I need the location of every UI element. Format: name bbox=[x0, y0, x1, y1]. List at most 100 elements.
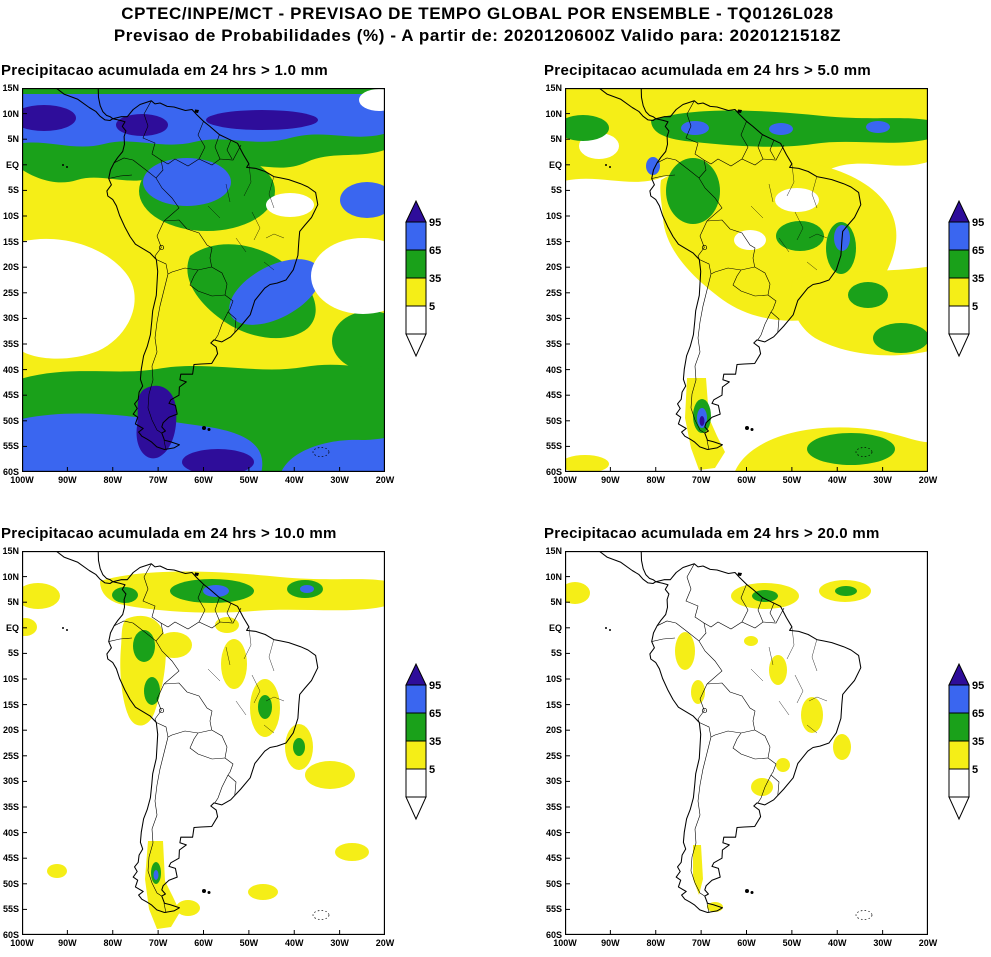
panel-title: Precipitacao acumulada em 24 hrs > 5.0 m… bbox=[544, 62, 872, 79]
panel-title: Precipitacao acumulada em 24 hrs > 10.0 … bbox=[1, 525, 337, 542]
lon-tick-label: 80W bbox=[646, 938, 666, 948]
lat-tick-label: 15N bbox=[545, 83, 562, 93]
colorbar-label-95: 95 bbox=[972, 680, 984, 692]
lon-tick-label: 30W bbox=[330, 938, 349, 948]
lat-tick-label: 20S bbox=[2, 725, 19, 736]
lat-tick-label: 15S bbox=[545, 236, 562, 247]
lat-tick-label: 50S bbox=[2, 878, 19, 889]
map-border bbox=[565, 551, 928, 935]
lat-tick-label: 10S bbox=[2, 211, 19, 221]
lon-tick-label: 60W bbox=[194, 938, 213, 948]
lon-tick-label: 70W bbox=[148, 475, 168, 485]
map-precip-gt-5mm bbox=[565, 88, 928, 472]
lat-tick-label: 5N bbox=[550, 597, 562, 608]
lat-tick-label: 55S bbox=[2, 441, 19, 452]
lat-tick-label: 10N bbox=[545, 108, 562, 119]
lon-tick-label: 40W bbox=[827, 475, 847, 485]
lat-tick-label: 30S bbox=[2, 313, 19, 324]
lat-tick-label: 15S bbox=[545, 699, 562, 710]
colorbar-label-95: 95 bbox=[972, 217, 984, 229]
lat-tick-label: 25S bbox=[2, 287, 19, 298]
lat-tick-label: 40S bbox=[2, 827, 19, 838]
map-border bbox=[565, 88, 928, 472]
lon-tick-label: 100W bbox=[553, 938, 577, 948]
lon-tick-label: 80W bbox=[646, 475, 666, 485]
lat-tick-label: 25S bbox=[2, 750, 19, 761]
lat-tick-label: 60S bbox=[2, 930, 19, 940]
colorbar-35-65 bbox=[405, 249, 427, 279]
lat-tick-label: EQ bbox=[5, 622, 19, 633]
lat-tick-label: EQ bbox=[548, 622, 562, 633]
lat-tick-label: 60S bbox=[2, 467, 19, 477]
lat-tick-label: 15S bbox=[2, 699, 19, 710]
lat-tick-label: 5S bbox=[550, 648, 562, 659]
lat-tick-label: EQ bbox=[5, 159, 19, 170]
lat-tick-label: 10N bbox=[545, 571, 562, 582]
lon-tick-label: 50W bbox=[239, 938, 259, 948]
lon-tick-label: 100W bbox=[10, 938, 34, 948]
colorbar-bottom-arrow bbox=[405, 333, 427, 358]
lon-tick-label: 50W bbox=[239, 475, 259, 485]
lat-tick-label: 5S bbox=[550, 185, 562, 196]
panel-precip-gt-1mm: Precipitacao acumulada em 24 hrs > 1.0 m… bbox=[0, 56, 448, 488]
colorbar-label-65: 65 bbox=[972, 245, 984, 257]
lat-tick-label: 50S bbox=[545, 878, 562, 889]
lon-axis-labels: 100W 90W 80W 70W 60W 50W 40W 30W 20W bbox=[10, 936, 394, 950]
lat-tick-label: 35S bbox=[2, 339, 19, 349]
lat-tick-label: 5S bbox=[7, 648, 19, 659]
map-precip-gt-10mm bbox=[22, 551, 385, 935]
map-frame: 15N 10N 5N EQ 5S 10S 15S 20S 25S 30S 35S 40S 45S 50S 5… bbox=[2, 546, 441, 948]
lat-axis-labels: 15N 10N 5N EQ 5S 10S 15S 20S 25S 30S 35S 40S 45S 50S 5… bbox=[0, 546, 20, 940]
lon-tick-label: 30W bbox=[873, 938, 892, 948]
lat-tick-label: 35S bbox=[545, 802, 562, 812]
lat-tick-label: 30S bbox=[2, 776, 19, 787]
lat-tick-label: 40S bbox=[545, 364, 562, 375]
colorbar-label-65: 65 bbox=[429, 245, 441, 257]
colorbar-5-35 bbox=[405, 740, 427, 770]
lon-tick-label: 50W bbox=[782, 475, 802, 485]
lon-axis-labels: 100W 90W 80W 70W 60W 50W 40W 30W 20W bbox=[10, 473, 394, 487]
lat-tick-label: 5N bbox=[7, 134, 19, 145]
colorbar-0-5 bbox=[948, 305, 970, 335]
lat-axis-labels: 15N 10N 5N EQ 5S 10S 15S 20S 25S 30S 35S 40S 45S 50S 5… bbox=[543, 83, 563, 477]
colorbar-35-65 bbox=[948, 249, 970, 279]
colorbar-0-5 bbox=[948, 768, 970, 798]
panel-precip-gt-5mm: Precipitacao acumulada em 24 hrs > 5.0 m… bbox=[543, 56, 991, 488]
panel-precip-gt-20mm: Precipitacao acumulada em 24 hrs > 20.0 … bbox=[543, 519, 991, 951]
colorbar-label-65: 65 bbox=[429, 708, 441, 720]
colorbar-65-95 bbox=[405, 221, 427, 251]
lat-tick-label: 45S bbox=[2, 853, 19, 864]
colorbar-label-35: 35 bbox=[972, 273, 984, 285]
lat-tick-label: 25S bbox=[545, 750, 562, 761]
colorbar-label-5: 5 bbox=[429, 301, 435, 313]
lon-tick-label: 60W bbox=[737, 475, 756, 485]
colorbar-label-35: 35 bbox=[429, 736, 441, 748]
panel-title: Precipitacao acumulada em 24 hrs > 20.0 … bbox=[544, 525, 880, 542]
lon-tick-label: 40W bbox=[827, 938, 847, 948]
probability-colorbar: 95 65 35 5 bbox=[948, 662, 984, 821]
colorbar-0-5 bbox=[405, 768, 427, 798]
colorbar-label-35: 35 bbox=[972, 736, 984, 748]
probability-fill-layer bbox=[22, 551, 385, 935]
lat-axis-labels: 15N 10N 5N EQ 5S 10S 15S 20S 25S 30S 35S 40S 45S 50S 5… bbox=[0, 83, 20, 477]
lat-tick-label: 55S bbox=[545, 441, 562, 452]
map-border bbox=[22, 551, 385, 935]
map-frame: 15N 10N 5N EQ 5S 10S 15S 20S 25S 30S 35S 40S 45S 50S 5… bbox=[545, 546, 984, 948]
colorbar-label-35: 35 bbox=[429, 273, 441, 285]
lon-tick-label: 20W bbox=[375, 938, 395, 948]
lon-tick-label: 100W bbox=[553, 475, 577, 485]
lat-tick-label: 60S bbox=[545, 467, 562, 477]
lon-tick-label: 100W bbox=[10, 475, 34, 485]
lat-tick-label: 55S bbox=[2, 904, 19, 915]
map-precip-gt-20mm bbox=[565, 551, 928, 935]
lon-tick-label: 20W bbox=[918, 938, 938, 948]
lon-tick-label: 30W bbox=[330, 475, 349, 485]
lon-tick-label: 90W bbox=[601, 475, 620, 485]
lon-tick-label: 40W bbox=[284, 475, 304, 485]
lat-tick-label: 10S bbox=[545, 674, 562, 684]
colorbar-0-5 bbox=[405, 305, 427, 335]
lon-tick-label: 40W bbox=[284, 938, 304, 948]
lon-tick-label: 90W bbox=[601, 938, 620, 948]
colorbar-label-95: 95 bbox=[429, 217, 441, 229]
probability-fill-layer bbox=[565, 551, 928, 935]
